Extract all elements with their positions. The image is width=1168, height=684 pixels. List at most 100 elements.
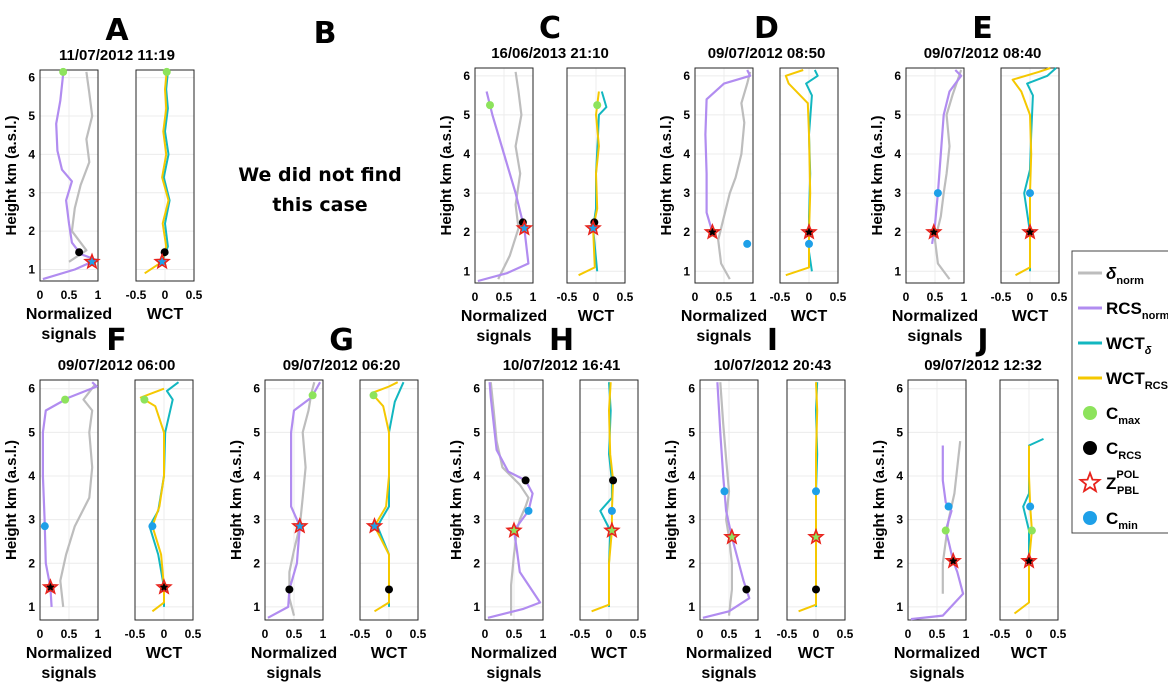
series-wctr (798, 382, 819, 613)
marker-zpbl (365, 517, 384, 534)
series-dnorm (719, 382, 734, 616)
legend-entry-cmax: Cmax (1083, 404, 1141, 427)
axes-frame (579, 379, 639, 621)
y-axis-label: Height km (a.s.l.) (438, 115, 455, 235)
marker-cmin (40, 522, 49, 531)
legend: δnorm RCSnorm WCTδ WCTRCS Cmax CRCS ZPOL PBL Cmi… (1071, 250, 1168, 534)
marker-crcs (742, 585, 751, 594)
y-tick-label: 2 (683, 225, 690, 239)
panel-letter: G (329, 323, 354, 358)
x-axis-label-right: WCT (146, 645, 183, 662)
panel-letter: E (972, 11, 993, 46)
x-tick-label: 0 (37, 627, 44, 641)
x-axis-label-left-line2: signals (701, 665, 756, 682)
panel-letter: H (549, 323, 574, 358)
marker-cmax (485, 101, 494, 110)
series-wctr (139, 387, 165, 613)
series-rcs (931, 69, 963, 245)
marker-cmax (308, 391, 317, 400)
x-tick-label: 0 (813, 627, 820, 641)
y-tick-label: 6 (683, 69, 690, 83)
marker-cmax (941, 526, 950, 535)
series-dnorm (59, 383, 96, 608)
axes-frame (474, 67, 534, 284)
x-tick-label: 1 (961, 290, 968, 304)
x-axis-label-left-line1: Normalized (461, 308, 547, 325)
y-tick-label: 6 (463, 69, 470, 83)
x-tick-label: -0.5 (557, 290, 578, 304)
y-tick-label: 5 (683, 108, 690, 122)
x-axis-label-left-line2: signals (486, 665, 541, 682)
series-dnorm (497, 71, 523, 280)
panel-datetime: 09/07/2012 08:40 (924, 45, 1042, 62)
x-tick-label: 0 (162, 288, 169, 302)
legend-label: WCTδ (1106, 334, 1152, 357)
series-rcs (910, 445, 965, 621)
legend-entry-rcs: RCSnorm (1078, 299, 1168, 322)
marker-zpbl (505, 521, 523, 539)
marker-zpbl (807, 527, 825, 545)
x-axis-label-left-line2: signals (41, 326, 96, 343)
y-tick-label: 6 (28, 382, 35, 396)
x-axis-label-left-line2: signals (907, 328, 962, 345)
x-tick-label: 0 (386, 627, 393, 641)
x-axis-label-right: WCT (791, 308, 828, 325)
panel-datetime: 10/07/2012 20:43 (714, 357, 832, 374)
marker-zpbl (153, 252, 171, 270)
axes-frame (566, 67, 626, 284)
x-axis-label-right: WCT (798, 645, 835, 662)
axes-left: 0 0.5 1 (37, 379, 102, 641)
panel-letter: F (106, 323, 127, 358)
x-tick-label: 0 (806, 290, 813, 304)
missing-case-letter: B (314, 16, 337, 51)
y-axis-label: Height km (a.s.l.) (3, 440, 20, 560)
x-axis-label-left-line1: Normalized (251, 645, 337, 662)
axes-left: 0 0.5 1 (697, 379, 762, 641)
marker-cmax (59, 67, 68, 76)
axes-right: -0.5 0 0.5 (991, 67, 1068, 304)
marker-zpbl (1020, 551, 1038, 569)
axes-frame (1000, 67, 1060, 284)
series-wctr (370, 381, 399, 613)
marker-zpbl (944, 551, 963, 569)
marker-cmin (524, 506, 533, 515)
y-tick-label: 1 (688, 600, 695, 614)
missing-case-line-2: this case (272, 194, 368, 216)
y-axis-label: Height km (a.s.l.) (658, 115, 675, 235)
y-tick-label: 2 (688, 556, 695, 570)
x-axis-label-right: WCT (1012, 308, 1049, 325)
marker-zpbl (1021, 223, 1039, 240)
y-tick-label: 1 (473, 600, 480, 614)
axes-frame (779, 67, 839, 284)
marker-zpbl (290, 517, 309, 534)
x-tick-label: 0 (161, 627, 168, 641)
series-wctd (1022, 437, 1044, 599)
panel-datetime: 09/07/2012 08:50 (708, 45, 826, 62)
legend-label: ZPOL PBL (1106, 469, 1139, 497)
y-tick-label: 5 (463, 108, 470, 122)
x-tick-label: 0.5 (496, 290, 513, 304)
panel-datetime: 16/06/2013 21:10 (491, 45, 609, 62)
y-tick-label: 1 (463, 264, 470, 278)
x-tick-label: 0 (472, 290, 479, 304)
axes-left: 0 0.5 1 (37, 69, 102, 302)
legend-label: RCSnorm (1106, 299, 1168, 322)
axes-frame (786, 379, 846, 621)
legend-swatch (1083, 406, 1097, 420)
x-tick-label: 0 (697, 627, 704, 641)
legend-entry-wctd: WCTδ (1078, 334, 1152, 357)
x-tick-label: 0 (903, 290, 910, 304)
marker-cmin (720, 487, 729, 496)
axes-frame (907, 379, 967, 621)
y-tick-label: 6 (896, 382, 903, 396)
axes-left: 0 0.5 1 (905, 379, 970, 641)
axes-left: 0 0.5 1 (482, 379, 547, 641)
x-tick-label: -0.5 (570, 627, 591, 641)
panel-datetime: 09/07/2012 06:00 (58, 357, 176, 374)
x-tick-label: 0.5 (410, 627, 427, 641)
marker-cmin (607, 506, 616, 515)
